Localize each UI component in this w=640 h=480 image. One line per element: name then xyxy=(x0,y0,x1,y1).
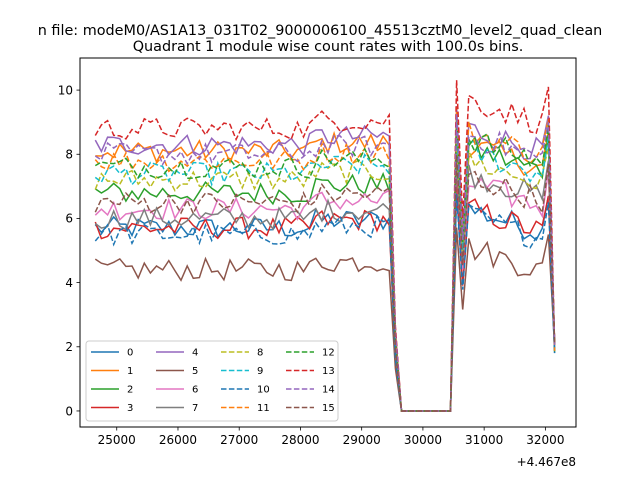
x-tick-label: 26000 xyxy=(159,433,197,447)
x-axis: 25000 26000 27000 28000 29000 30000 31000 32000 xyxy=(98,427,564,447)
legend-label-5: 5 xyxy=(192,366,198,377)
x-tick-label: 25000 xyxy=(98,433,136,447)
x-tick-label: 32000 xyxy=(526,433,564,447)
legend-label-10: 10 xyxy=(257,385,270,396)
y-axis: 0 2 4 6 8 10 xyxy=(58,83,80,418)
x-tick-label: 29000 xyxy=(343,433,381,447)
legend-label-2: 2 xyxy=(127,385,133,396)
series-line-15 xyxy=(94,154,556,412)
series-line-10 xyxy=(94,193,556,412)
legend-label-15: 15 xyxy=(322,403,335,414)
legend-label-11: 11 xyxy=(257,403,270,414)
legend-label-0: 0 xyxy=(127,348,133,359)
y-tick-label: 4 xyxy=(65,276,73,290)
legend-label-7: 7 xyxy=(192,403,198,414)
series-line-3 xyxy=(94,182,556,412)
x-tick-label: 27000 xyxy=(220,433,258,447)
series-line-13 xyxy=(94,80,556,412)
axes-frame xyxy=(79,57,577,428)
legend-box xyxy=(85,340,339,422)
figure-suptitle: n file: modeM0/AS1A13_031T02_9000006100_… xyxy=(38,23,603,39)
series-line-7 xyxy=(94,157,556,412)
series-line-5 xyxy=(94,227,556,412)
series-lines xyxy=(94,80,556,412)
legend-label-13: 13 xyxy=(322,366,335,377)
y-tick-label: 10 xyxy=(58,83,73,97)
legend-label-9: 9 xyxy=(257,366,263,377)
x-offset-label: +4.467e8 xyxy=(517,455,576,469)
series-line-14 xyxy=(94,114,556,412)
y-tick-label: 2 xyxy=(65,340,73,354)
y-tick-label: 6 xyxy=(65,212,73,226)
y-tick-label: 0 xyxy=(65,404,73,418)
series-line-2 xyxy=(94,128,556,412)
series-line-12 xyxy=(94,116,556,412)
legend-label-12: 12 xyxy=(322,348,335,359)
legend-label-4: 4 xyxy=(192,348,198,359)
series-line-11 xyxy=(94,106,556,412)
plot-area: 25000 26000 27000 28000 29000 30000 31000 32000… xyxy=(58,57,577,469)
legend-label-6: 6 xyxy=(192,385,198,396)
y-tick-label: 8 xyxy=(65,148,73,162)
legend-label-8: 8 xyxy=(257,348,263,359)
x-tick-label: 30000 xyxy=(404,433,442,447)
series-line-8 xyxy=(94,140,556,412)
legend-label-1: 1 xyxy=(127,366,133,377)
series-line-4 xyxy=(94,106,556,412)
x-tick-label: 31000 xyxy=(465,433,503,447)
series-line-9 xyxy=(94,126,556,412)
x-tick-label: 28000 xyxy=(281,433,319,447)
chart-title: Quadrant 1 module wise count rates with … xyxy=(133,39,524,55)
legend-label-3: 3 xyxy=(127,403,133,414)
legend-label-14: 14 xyxy=(322,385,335,396)
